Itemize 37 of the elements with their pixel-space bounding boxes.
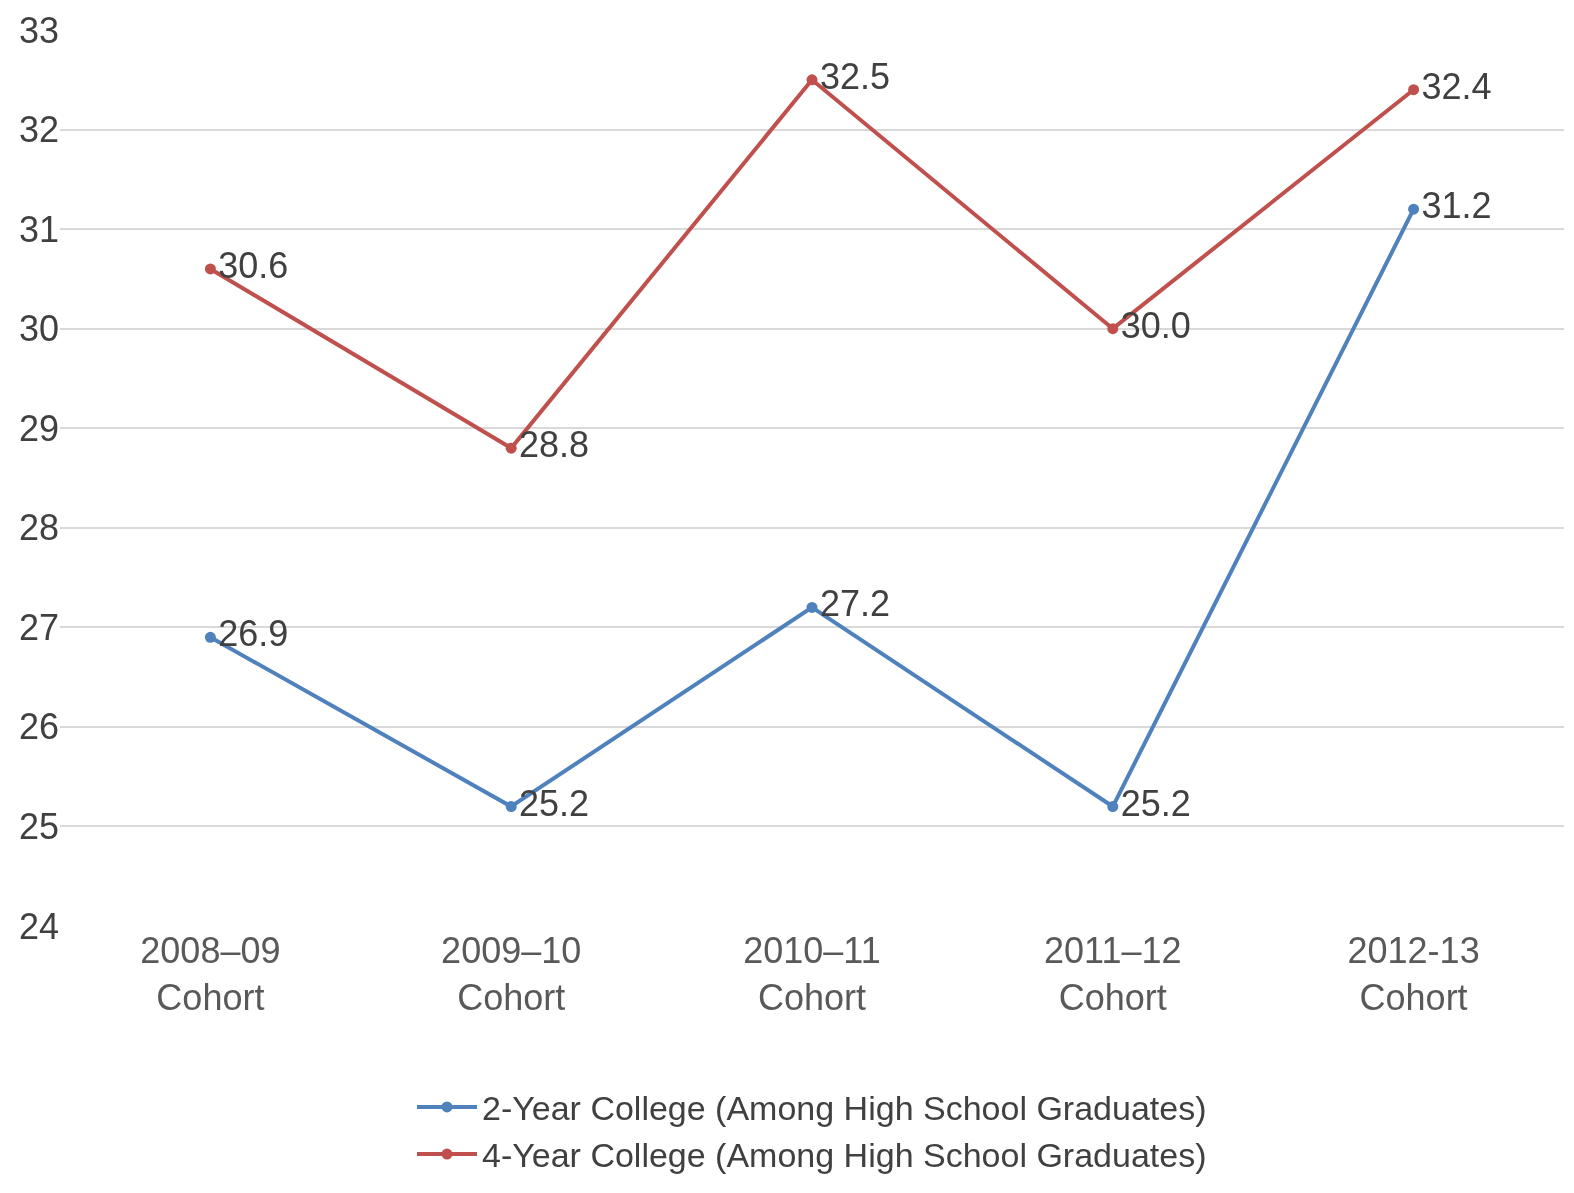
data-label: 26.9 [218, 613, 289, 655]
y-tick-label: 24 [18, 905, 59, 947]
x-tick-label: 2011–12 Cohort [1044, 930, 1182, 1018]
y-tick-label: 26 [18, 706, 59, 748]
data-label: 30.0 [1120, 304, 1191, 346]
x-tick-label: 2010–11 Cohort [743, 930, 881, 1018]
point [505, 801, 517, 813]
y-tick-label: 25 [18, 806, 59, 848]
y-tick-label: 31 [18, 208, 59, 250]
data-label: 32.4 [1421, 65, 1492, 107]
y-tick-label: 27 [18, 606, 59, 648]
y-tick-label: 28 [18, 507, 59, 549]
y-tick-label: 33 [18, 9, 59, 51]
y-tick-label: 29 [18, 407, 59, 449]
point [806, 74, 818, 86]
data-label: 30.6 [218, 244, 289, 286]
x-tick-label: 2012-13 Cohort [1347, 930, 1480, 1018]
y-tick-label: 30 [18, 308, 59, 350]
legend-label: 2-Year College (Among High School Graduates) [482, 1089, 1207, 1128]
data-label: 31.2 [1421, 185, 1492, 227]
point [204, 263, 216, 275]
data-label: 27.2 [819, 583, 890, 625]
point [806, 601, 818, 613]
legend-label: 4-Year College (Among High School Graduates) [482, 1136, 1207, 1175]
x-tick-label: 2008–09 Cohort [140, 930, 281, 1018]
point [204, 631, 216, 643]
point [1408, 84, 1420, 96]
x-tick-label: 2009–10 Cohort [441, 930, 582, 1018]
data-label: 28.8 [519, 424, 590, 466]
data-label: 25.2 [1120, 782, 1191, 824]
data-label: 25.2 [519, 782, 590, 824]
point [1408, 203, 1420, 215]
point [505, 442, 517, 454]
point [1107, 323, 1119, 335]
data-label: 32.5 [819, 55, 890, 97]
point [1107, 801, 1119, 813]
y-tick-label: 32 [18, 109, 59, 151]
